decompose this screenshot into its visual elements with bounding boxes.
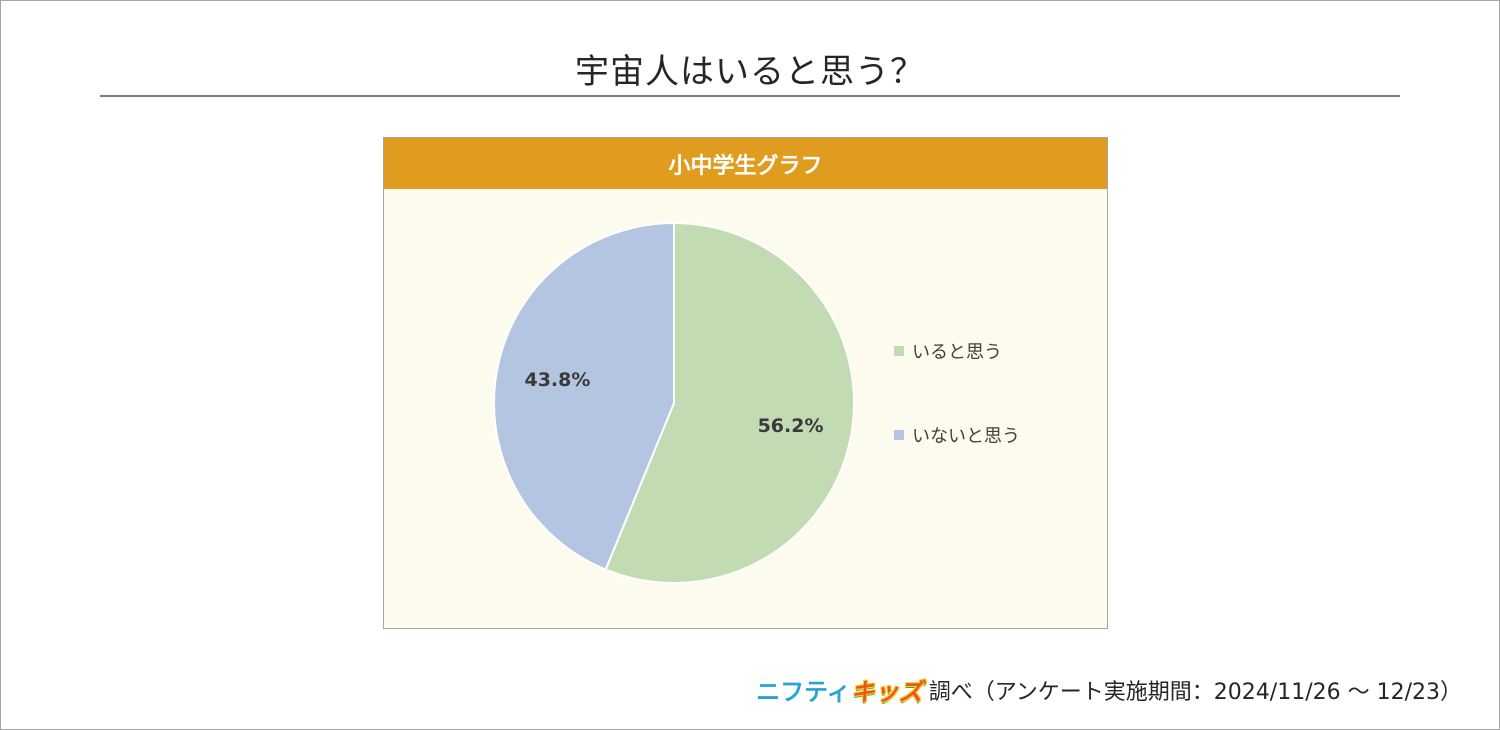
pie-chart: 56.2% 43.8% <box>493 221 855 584</box>
legend-swatch <box>894 430 904 440</box>
legend-swatch <box>894 346 904 356</box>
legend-label: いると思う <box>912 342 1002 363</box>
data-label-no: 43.8% <box>524 369 590 391</box>
legend-label: いないと思う <box>912 426 1020 447</box>
survey-note: 調べ（アンケート実施期間：2024/11/26 〜 12/23） <box>928 679 1462 705</box>
footer-credit: ニフティ キッズ 調べ（アンケート実施期間：2024/11/26 〜 12/23… <box>756 672 1462 707</box>
brand-logo-nifty: ニフティ <box>756 678 851 706</box>
title-divider <box>100 95 1400 97</box>
data-label-yes: 56.2% <box>758 415 824 437</box>
legend-item-yes: いると思う <box>894 338 1002 364</box>
chart-title: 小中学生グラフ <box>384 138 1107 189</box>
pie-slice-yes <box>604 221 855 584</box>
page-title: 宇宙人はいると思う？ <box>575 52 925 92</box>
chart-panel: 小中学生グラフ 56.2% 43.8% いると思ういないと思う <box>383 137 1108 629</box>
legend-item-no: いないと思う <box>894 422 1020 448</box>
pie-slice-no <box>493 221 675 571</box>
brand-logo-kids: キッズ <box>850 678 923 706</box>
brand-logo: ニフティ キッズ <box>756 672 923 707</box>
